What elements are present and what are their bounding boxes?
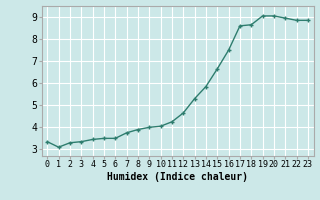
- X-axis label: Humidex (Indice chaleur): Humidex (Indice chaleur): [107, 172, 248, 182]
